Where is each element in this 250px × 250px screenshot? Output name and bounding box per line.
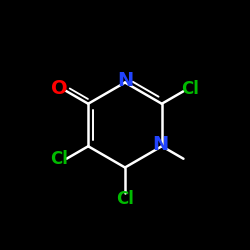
Text: Cl: Cl [182,80,200,98]
Text: O: O [51,79,68,98]
Text: N: N [117,70,133,90]
Text: Cl: Cl [50,150,68,168]
Text: Cl: Cl [116,190,134,208]
Text: N: N [152,136,169,154]
